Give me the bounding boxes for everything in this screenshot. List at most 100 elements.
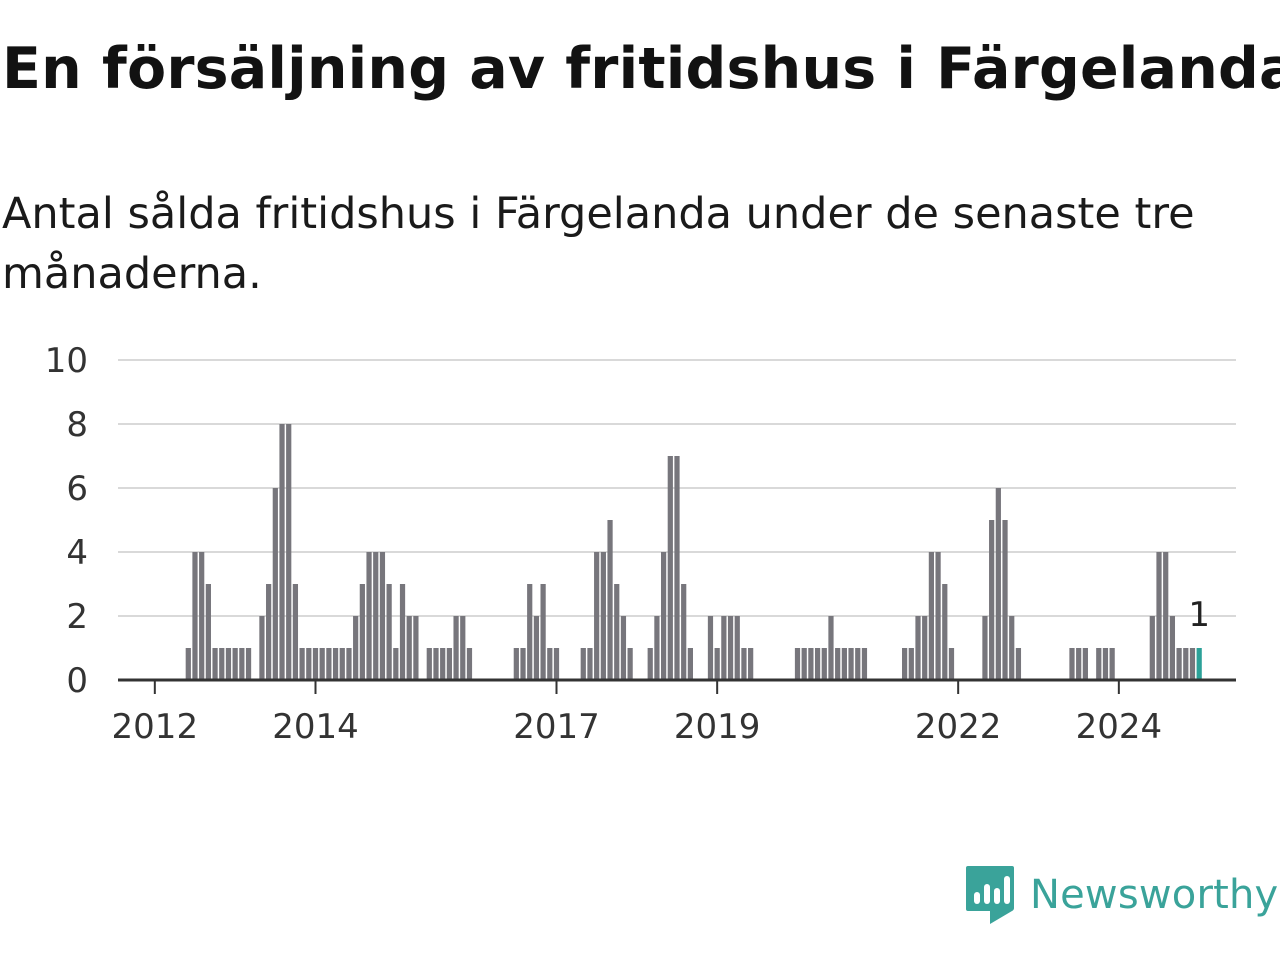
bar <box>386 584 392 680</box>
bar <box>594 552 600 680</box>
bar <box>1156 552 1162 680</box>
bar <box>848 648 854 680</box>
bar <box>306 648 312 680</box>
bar <box>219 648 225 680</box>
chart-title: En försäljning av fritidshus i Färgeland… <box>2 36 1280 102</box>
bar <box>199 552 205 680</box>
bar <box>687 648 694 680</box>
bar <box>989 520 995 680</box>
bar <box>1189 648 1196 680</box>
bar <box>727 616 734 680</box>
bar <box>1076 648 1082 680</box>
bar <box>225 648 232 680</box>
bar <box>286 424 292 680</box>
bar <box>741 648 747 680</box>
bar <box>948 648 955 680</box>
highlight-bar <box>1196 648 1202 680</box>
bar <box>1082 648 1088 680</box>
bar <box>654 616 660 680</box>
bar <box>433 648 439 680</box>
bar <box>332 648 339 680</box>
bar <box>647 648 653 680</box>
x-tick-label: 2024 <box>1076 707 1163 747</box>
bar <box>808 648 814 680</box>
bar <box>681 584 687 680</box>
bar <box>995 488 1001 680</box>
bar <box>942 584 948 680</box>
bar <box>359 584 365 680</box>
y-tick-label: 0 <box>66 661 88 701</box>
bar <box>855 648 861 680</box>
bar <box>185 648 191 680</box>
y-axis-ticks: 0 2 4 6 8 10 <box>45 341 88 701</box>
bar-chart: 0 2 4 6 8 10 2012 2014 2017 2019 2022 2024 1 <box>45 341 1236 747</box>
bar <box>326 648 332 680</box>
x-tick-label: 2014 <box>272 707 359 747</box>
bar <box>406 616 412 680</box>
bar <box>707 616 714 680</box>
bar <box>426 648 432 680</box>
bar <box>527 584 533 680</box>
bar <box>620 616 627 680</box>
bar <box>399 584 406 680</box>
bar <box>607 520 613 680</box>
bar <box>1169 616 1176 680</box>
newsworthy-logo-icon <box>966 866 1014 924</box>
bar <box>446 648 452 680</box>
bar <box>714 648 720 680</box>
bar <box>734 616 740 680</box>
bar <box>547 648 553 680</box>
bar <box>915 616 921 680</box>
bar <box>440 648 446 680</box>
bar <box>259 616 265 680</box>
bar <box>841 648 847 680</box>
x-tick-label: 2022 <box>915 707 1002 747</box>
bar <box>533 616 540 680</box>
bar <box>319 648 325 680</box>
bar <box>312 648 319 680</box>
bars <box>185 424 1202 680</box>
highlight-value-label: 1 <box>1188 595 1210 635</box>
bar <box>299 648 305 680</box>
bar <box>1096 648 1102 680</box>
bar <box>821 648 827 680</box>
y-tick-label: 10 <box>45 341 88 381</box>
bar <box>353 616 359 680</box>
bar <box>346 648 352 680</box>
bar <box>1163 552 1169 680</box>
bar <box>922 616 928 680</box>
bar <box>1149 616 1155 680</box>
newsworthy-brand: Newsworthy <box>964 864 1278 926</box>
bar <box>379 552 386 680</box>
bar <box>982 616 988 680</box>
bar <box>520 648 526 680</box>
bar <box>801 648 807 680</box>
x-tick-label: 2017 <box>513 707 600 747</box>
bar <box>205 584 211 680</box>
bar <box>393 648 399 680</box>
bar <box>1176 648 1182 680</box>
bar <box>553 648 560 680</box>
bar <box>272 488 278 680</box>
bar <box>540 584 546 680</box>
bar <box>928 552 935 680</box>
bar <box>1009 616 1015 680</box>
y-tick-label: 4 <box>66 533 88 573</box>
bar <box>466 648 473 680</box>
bar <box>748 648 754 680</box>
bar <box>627 648 633 680</box>
bar <box>245 648 252 680</box>
bar <box>614 584 620 680</box>
bar <box>828 616 834 680</box>
bar <box>292 584 299 680</box>
x-tick-label: 2012 <box>112 707 199 747</box>
bar <box>935 552 941 680</box>
bar <box>212 648 218 680</box>
bar <box>1002 520 1008 680</box>
bar <box>600 552 606 680</box>
x-tick-label: 2019 <box>674 707 761 747</box>
bar <box>1183 648 1189 680</box>
bar <box>453 616 459 680</box>
bar <box>1015 648 1022 680</box>
x-axis-ticks: 2012 2014 2017 2019 2022 2024 <box>112 680 1163 747</box>
